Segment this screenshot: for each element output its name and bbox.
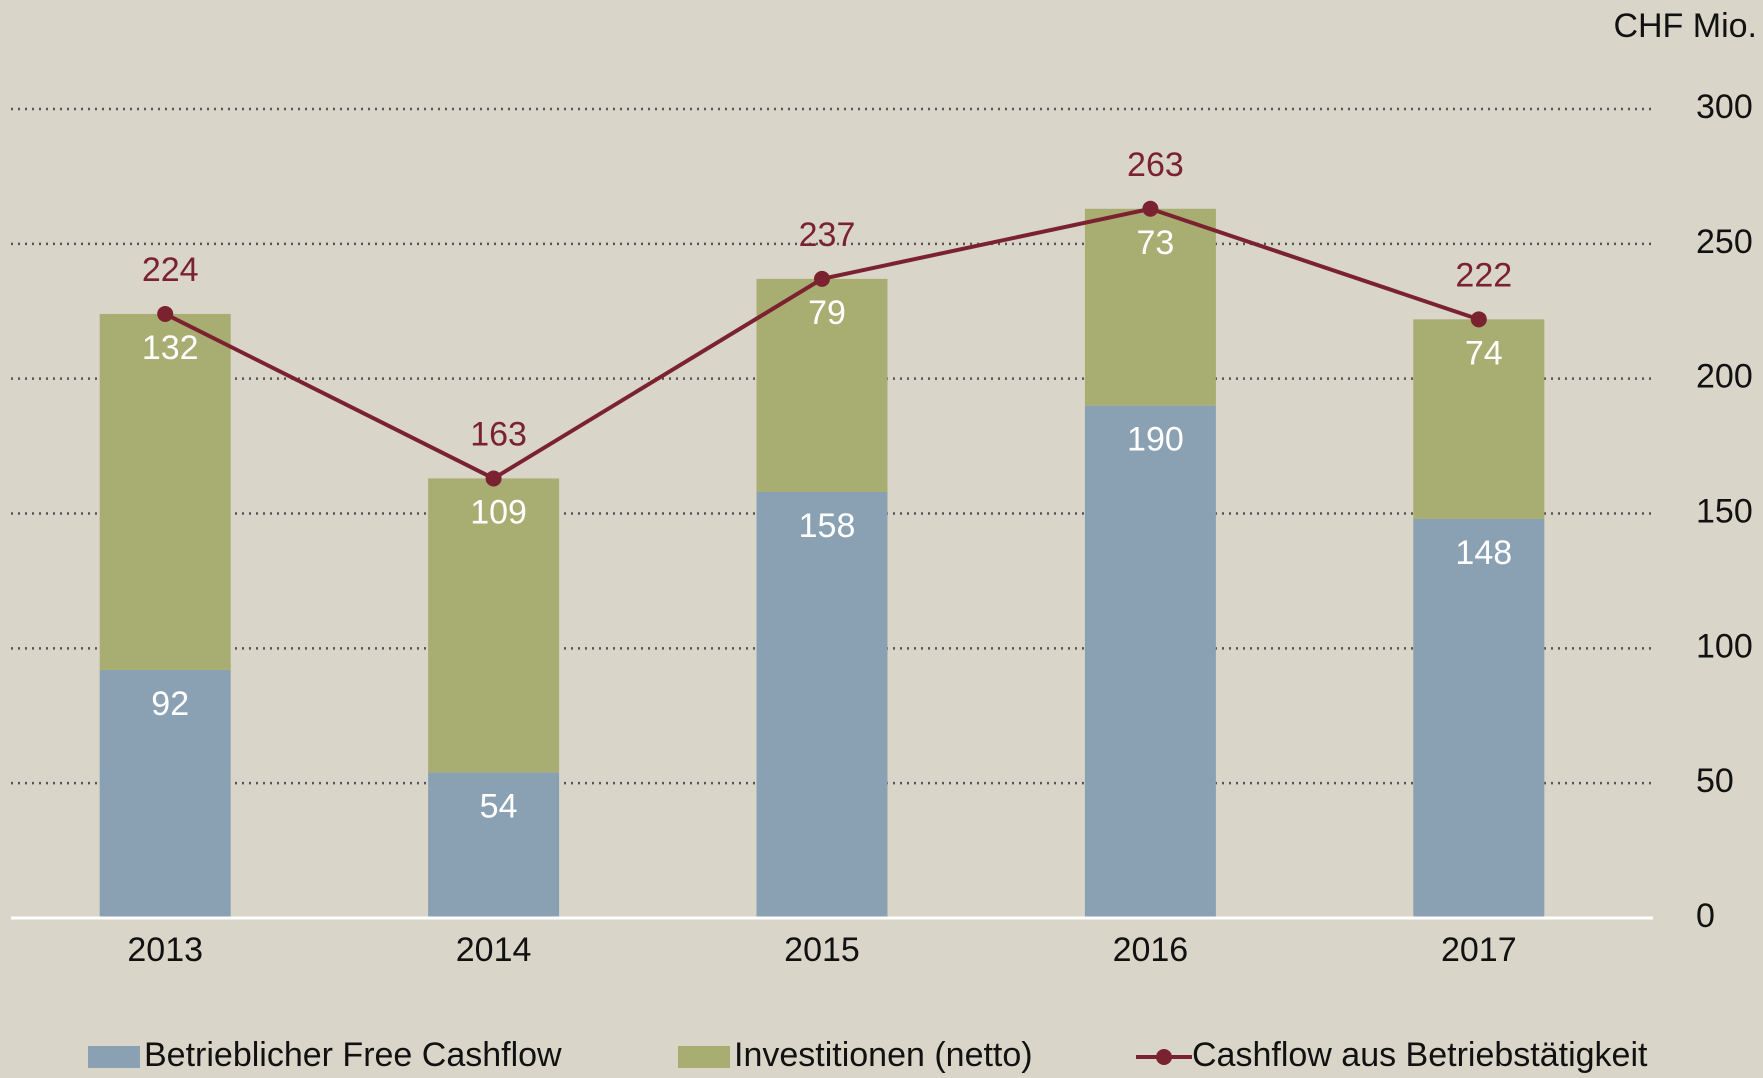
y-tick-label: 150: [1696, 492, 1753, 530]
data-label: 237: [799, 216, 856, 254]
y-tick-label: 0: [1696, 897, 1715, 935]
y-tick-label: 300: [1696, 88, 1753, 126]
bar-segment: [1413, 319, 1545, 519]
x-tick-label: 2016: [1113, 931, 1189, 969]
x-tick-label: 2013: [127, 931, 203, 969]
data-label: 158: [799, 507, 856, 545]
y-tick-label: 100: [1696, 627, 1753, 665]
line-point: [485, 470, 502, 487]
data-label: 54: [480, 787, 518, 825]
data-label: 163: [470, 415, 527, 453]
data-label: 74: [1465, 334, 1503, 372]
bar-segment: [756, 278, 888, 492]
x-tick-label: 2014: [456, 931, 532, 969]
legend-label: Cashflow aus Betriebstätigkeit: [1192, 1036, 1648, 1074]
legend-label: Investitionen (netto): [734, 1036, 1033, 1074]
y-tick-label: 200: [1696, 358, 1753, 396]
y-tick-label: 250: [1696, 223, 1753, 261]
legend-swatch: [678, 1046, 730, 1068]
data-label: 92: [151, 685, 189, 723]
data-label: 79: [808, 294, 846, 332]
bar-segment: [99, 313, 231, 670]
bar-segment: [756, 491, 888, 918]
legend-label: Betrieblicher Free Cashflow: [144, 1036, 562, 1074]
data-label: 132: [142, 329, 199, 367]
line-point: [814, 270, 830, 287]
bar-segment: [99, 669, 231, 918]
legend-swatch: [88, 1046, 140, 1068]
data-label: 109: [470, 493, 527, 531]
x-tick-label: 2017: [1441, 931, 1517, 969]
data-label: 224: [142, 251, 199, 289]
bar-segment: [1084, 208, 1216, 406]
y-tick-label: 50: [1696, 762, 1734, 800]
bar-segment: [428, 772, 560, 918]
bar-segment: [1413, 518, 1545, 918]
data-label: 190: [1127, 421, 1184, 459]
unit-label: CHF Mio.: [1613, 7, 1757, 45]
x-tick-label: 2015: [784, 931, 860, 969]
data-label: 263: [1127, 146, 1184, 184]
bar-segment: [1084, 405, 1216, 919]
line-point: [1470, 311, 1487, 328]
data-label: 222: [1455, 256, 1512, 294]
line-point: [1142, 200, 1159, 217]
data-label: 73: [1136, 224, 1174, 262]
bar-segment: [428, 478, 560, 773]
legend-swatch-point: [1156, 1049, 1172, 1065]
line-point: [157, 305, 174, 322]
data-label: 148: [1455, 534, 1512, 572]
